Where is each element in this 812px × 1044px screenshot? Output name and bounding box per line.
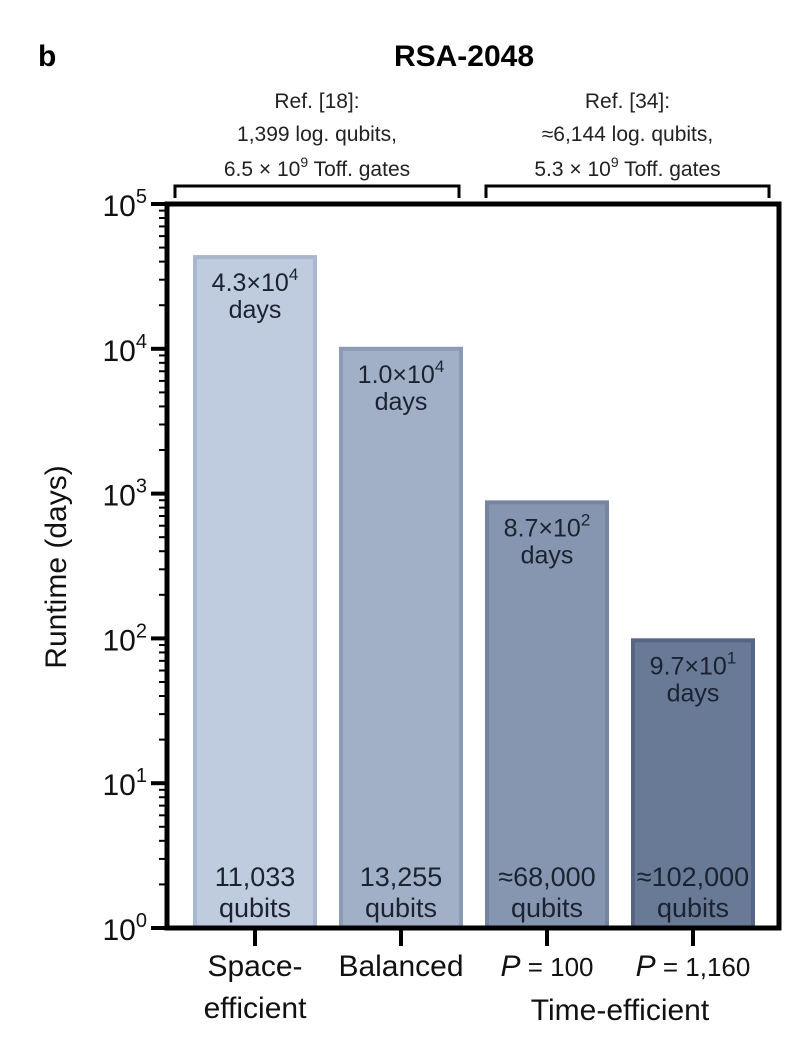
bar-value-label: 8.7×102 [504,510,591,542]
bar-value-unit: days [229,296,282,324]
bar [631,638,755,930]
ref-label: Ref. [18]: [274,90,359,113]
bar-value-unit: days [521,541,574,569]
y-axis-label: Runtime (days) [40,465,73,668]
x-group-label: Time-efficient [531,994,710,1027]
y-axis: 100 101 102 103 104 105 [103,186,167,947]
bar-qubit-unit: qubits [219,893,291,923]
y-tick-label: 105 [103,186,148,223]
bar-qubit-count: ≈102,000 [637,862,749,892]
ref-brackets: Ref. [18]: 1,399 log. qubits, 6.5 × 109 To… [173,90,771,198]
ref-toffoli-gates: 5.3 × 109 Toff. gates [534,154,720,181]
y-tick-label: 103 [103,476,148,513]
y-tick-label: 100 [103,910,148,947]
panel-label: b [38,40,56,73]
bars: 4.3×104days11,033qubits1.0×104days13,255… [193,255,755,930]
bar [193,255,317,930]
bar [339,346,463,930]
x-axis: Space-efficient Balanced P = 100 P = 1,160 T… [204,928,751,1027]
x-tick-label: P = 100 [500,950,593,983]
bar-value-label: 9.7×101 [650,648,737,680]
ref-logical-qubits: ≈6,144 log. qubits, [542,123,713,146]
ref-logical-qubits: 1,399 log. qubits, [237,123,397,146]
plot-frame [164,201,782,931]
ref-bracket [484,184,771,198]
x-tick-label-line2: efficient [204,992,308,1025]
y-tick-label: 101 [103,765,148,802]
x-tick-label: Balanced [338,950,463,983]
bar-value-unit: days [375,388,428,416]
bar [485,500,609,930]
bar-qubit-unit: qubits [511,893,583,923]
x-tick-label: P = 1,160 [636,950,751,983]
x-tick-label: Space- [207,950,302,983]
ref-bracket [173,184,461,198]
chart-title: RSA-2048 [394,40,534,73]
bar-value-label: 1.0×104 [358,357,445,389]
bar-qubit-count: 13,255 [360,862,443,892]
y-tick-label: 104 [103,331,148,368]
ref-toffoli-gates: 6.5 × 109 Toff. gates [224,154,410,181]
bar-value-unit: days [667,679,720,707]
bar-value-label: 4.3×104 [212,265,299,297]
y-tick-label: 102 [103,620,148,657]
bar-qubit-unit: qubits [657,893,729,923]
bar-qubit-unit: qubits [365,893,437,923]
bar-qubit-count: ≈68,000 [498,862,595,892]
ref-label: Ref. [34]: [585,90,670,113]
bar-qubit-count: 11,033 [215,862,296,892]
